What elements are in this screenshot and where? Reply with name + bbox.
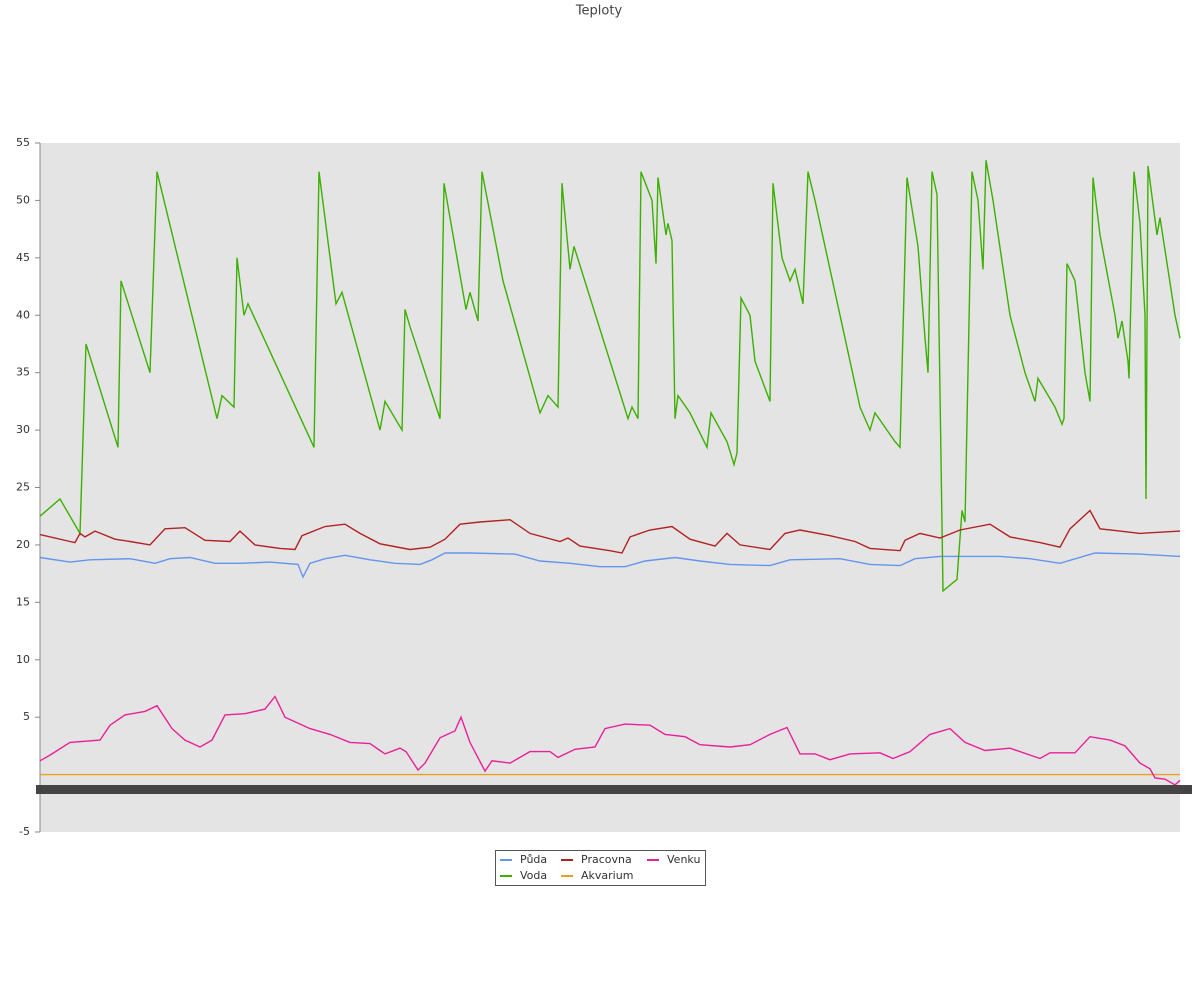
y-tick-label: 15 — [16, 595, 30, 608]
y-tick-label: -5 — [19, 825, 30, 838]
chart-title: Teploty — [575, 4, 623, 19]
y-tick-label: 25 — [16, 481, 30, 494]
legend-label: Akvarium — [581, 869, 633, 882]
y-tick-label: 40 — [16, 308, 30, 321]
y-tick-label: 5 — [23, 710, 30, 723]
y-tick-label: 10 — [16, 653, 30, 666]
plot — [39, 160, 1181, 786]
legend-label: Voda — [520, 869, 547, 882]
legend-label: Pracovna — [581, 853, 632, 866]
y-tick-label: 20 — [16, 538, 30, 551]
y-tick-label: 45 — [16, 251, 30, 264]
y-tick-label: 35 — [16, 366, 30, 379]
y-tick-label: 50 — [16, 193, 30, 206]
series-line — [39, 160, 1181, 593]
x-tick-labels-overlap — [36, 785, 1192, 794]
series-line — [39, 552, 1181, 579]
series-line — [39, 695, 1181, 786]
legend-label: Venku — [667, 853, 700, 866]
series-line — [39, 509, 1181, 554]
y-tick-label: 30 — [16, 423, 30, 436]
legend-items: Půda Voda Pracovna Akvarium Venku — [500, 853, 700, 882]
y-tick-label: 55 — [16, 136, 30, 149]
legend — [495, 850, 706, 886]
plot-area — [40, 143, 1180, 832]
legend-label: Půda — [520, 853, 547, 866]
